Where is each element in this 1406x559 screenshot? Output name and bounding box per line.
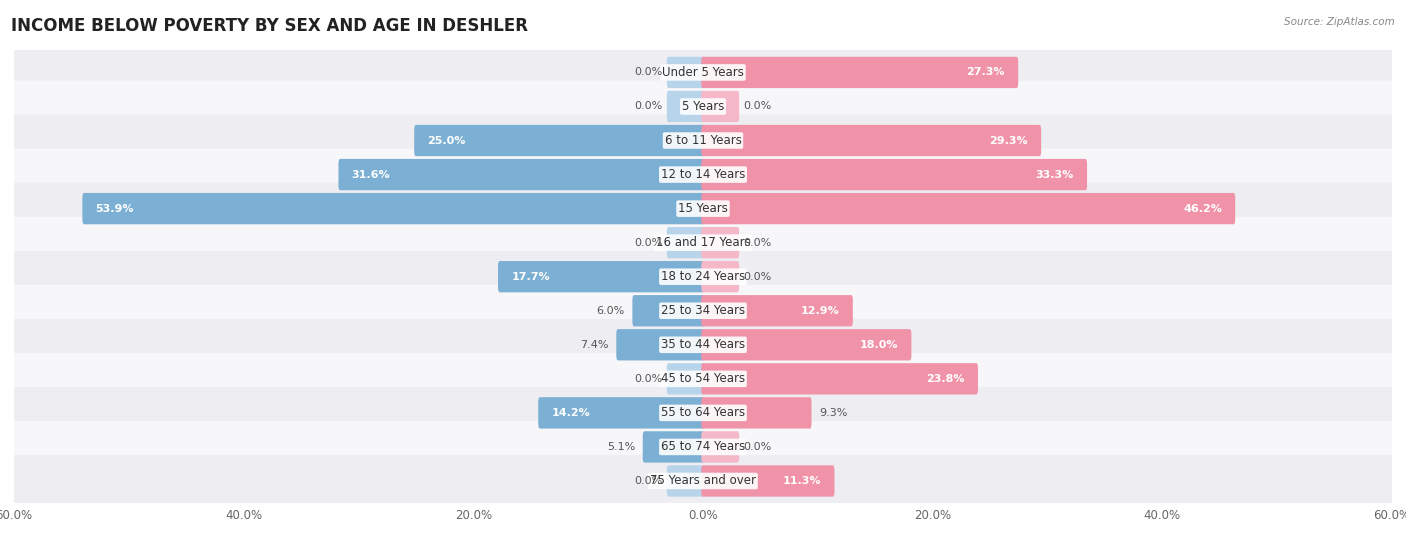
Text: 0.0%: 0.0% [744, 102, 772, 111]
FancyBboxPatch shape [702, 397, 811, 429]
FancyBboxPatch shape [643, 431, 704, 463]
FancyBboxPatch shape [666, 91, 704, 122]
FancyBboxPatch shape [11, 217, 1395, 268]
Text: 17.7%: 17.7% [512, 272, 550, 282]
FancyBboxPatch shape [702, 193, 1236, 224]
Text: 46.2%: 46.2% [1182, 203, 1222, 214]
FancyBboxPatch shape [11, 319, 1395, 371]
Text: 0.0%: 0.0% [744, 238, 772, 248]
Text: Source: ZipAtlas.com: Source: ZipAtlas.com [1284, 17, 1395, 27]
FancyBboxPatch shape [616, 329, 704, 361]
FancyBboxPatch shape [702, 329, 911, 361]
Text: 53.9%: 53.9% [96, 203, 134, 214]
FancyBboxPatch shape [415, 125, 704, 156]
Text: Under 5 Years: Under 5 Years [662, 66, 744, 79]
Text: 5 Years: 5 Years [682, 100, 724, 113]
Text: 35 to 44 Years: 35 to 44 Years [661, 338, 745, 351]
FancyBboxPatch shape [702, 227, 740, 258]
FancyBboxPatch shape [702, 363, 979, 395]
Text: 0.0%: 0.0% [744, 442, 772, 452]
FancyBboxPatch shape [11, 353, 1395, 405]
Text: 33.3%: 33.3% [1036, 169, 1074, 179]
Text: INCOME BELOW POVERTY BY SEX AND AGE IN DESHLER: INCOME BELOW POVERTY BY SEX AND AGE IN D… [11, 17, 529, 35]
FancyBboxPatch shape [666, 363, 704, 395]
FancyBboxPatch shape [702, 159, 1087, 190]
Text: 12 to 14 Years: 12 to 14 Years [661, 168, 745, 181]
Text: 0.0%: 0.0% [634, 102, 662, 111]
FancyBboxPatch shape [11, 46, 1395, 98]
Text: 25 to 34 Years: 25 to 34 Years [661, 304, 745, 318]
Text: 11.3%: 11.3% [783, 476, 821, 486]
Text: 6.0%: 6.0% [596, 306, 624, 316]
FancyBboxPatch shape [11, 455, 1395, 507]
FancyBboxPatch shape [339, 159, 704, 190]
Text: 12.9%: 12.9% [801, 306, 839, 316]
FancyBboxPatch shape [11, 421, 1395, 473]
Text: 31.6%: 31.6% [352, 169, 391, 179]
FancyBboxPatch shape [11, 251, 1395, 302]
Text: 75 Years and over: 75 Years and over [650, 475, 756, 487]
FancyBboxPatch shape [702, 465, 835, 496]
FancyBboxPatch shape [633, 295, 704, 326]
Text: 0.0%: 0.0% [634, 68, 662, 78]
Text: 18 to 24 Years: 18 to 24 Years [661, 270, 745, 283]
Text: 9.3%: 9.3% [818, 408, 848, 418]
Text: 0.0%: 0.0% [634, 476, 662, 486]
FancyBboxPatch shape [702, 91, 740, 122]
FancyBboxPatch shape [702, 57, 1018, 88]
FancyBboxPatch shape [666, 227, 704, 258]
FancyBboxPatch shape [11, 115, 1395, 167]
Text: 7.4%: 7.4% [581, 340, 609, 350]
FancyBboxPatch shape [11, 149, 1395, 201]
Text: 0.0%: 0.0% [744, 272, 772, 282]
Text: 18.0%: 18.0% [859, 340, 898, 350]
FancyBboxPatch shape [11, 285, 1395, 337]
Text: 29.3%: 29.3% [990, 135, 1028, 145]
Text: 16 and 17 Years: 16 and 17 Years [655, 236, 751, 249]
FancyBboxPatch shape [498, 261, 704, 292]
Text: 6 to 11 Years: 6 to 11 Years [665, 134, 741, 147]
FancyBboxPatch shape [702, 295, 853, 326]
Text: 23.8%: 23.8% [927, 374, 965, 384]
Text: 0.0%: 0.0% [634, 238, 662, 248]
Text: 14.2%: 14.2% [551, 408, 591, 418]
Text: 0.0%: 0.0% [634, 374, 662, 384]
FancyBboxPatch shape [11, 80, 1395, 132]
FancyBboxPatch shape [702, 261, 740, 292]
FancyBboxPatch shape [702, 125, 1042, 156]
Text: 15 Years: 15 Years [678, 202, 728, 215]
Text: 5.1%: 5.1% [607, 442, 636, 452]
FancyBboxPatch shape [11, 387, 1395, 439]
FancyBboxPatch shape [702, 431, 740, 463]
Text: 27.3%: 27.3% [966, 68, 1005, 78]
FancyBboxPatch shape [83, 193, 704, 224]
FancyBboxPatch shape [666, 465, 704, 496]
FancyBboxPatch shape [666, 57, 704, 88]
Legend: Male, Female: Male, Female [623, 555, 783, 559]
Text: 25.0%: 25.0% [427, 135, 465, 145]
FancyBboxPatch shape [538, 397, 704, 429]
Text: 65 to 74 Years: 65 to 74 Years [661, 440, 745, 453]
Text: 45 to 54 Years: 45 to 54 Years [661, 372, 745, 385]
Text: 55 to 64 Years: 55 to 64 Years [661, 406, 745, 419]
FancyBboxPatch shape [11, 183, 1395, 234]
